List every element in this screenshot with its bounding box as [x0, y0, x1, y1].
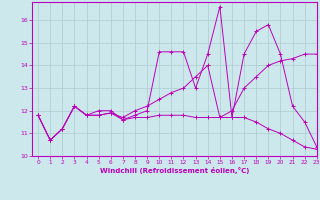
X-axis label: Windchill (Refroidissement éolien,°C): Windchill (Refroidissement éolien,°C) — [100, 167, 249, 174]
